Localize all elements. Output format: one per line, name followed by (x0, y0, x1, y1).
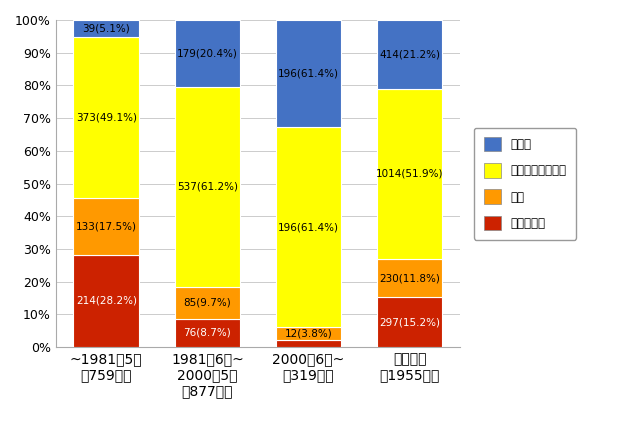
Bar (275, 20, 341, 127)
Text: 196(61.4%): 196(61.4%) (278, 69, 339, 78)
Text: 373(49.1%): 373(49.1%) (76, 112, 137, 122)
Text: 12(3.8%): 12(3.8%) (284, 329, 332, 339)
Bar (174, 87, 240, 287)
Bar (174, 20, 240, 87)
Text: 1014(51.9%): 1014(51.9%) (376, 169, 443, 179)
Text: 85(9.7%): 85(9.7%) (183, 298, 231, 308)
Bar (376, 259, 442, 297)
Bar (73, 255, 139, 347)
Text: 76(8.7%): 76(8.7%) (183, 328, 231, 338)
Text: 414(21.2%): 414(21.2%) (379, 49, 440, 60)
Bar (376, 297, 442, 347)
Text: 179(20.4%): 179(20.4%) (177, 49, 238, 58)
Bar (376, 89, 442, 259)
Bar (73, 198, 139, 255)
Text: 39(5.1%): 39(5.1%) (82, 24, 130, 33)
Text: 133(17.5%): 133(17.5%) (76, 221, 137, 231)
Bar (275, 340, 341, 347)
Legend: 無被害, 軽微・小破・中破, 大破, 倒壊・崩壊: 無被害, 軽微・小破・中破, 大破, 倒壊・崩壊 (474, 128, 576, 239)
Text: 214(28.2%): 214(28.2%) (76, 296, 137, 306)
Bar (174, 319, 240, 347)
Text: 537(61.2%): 537(61.2%) (177, 182, 238, 192)
Bar (73, 37, 139, 198)
Text: 230(11.8%): 230(11.8%) (379, 273, 440, 283)
Text: 196(61.4%): 196(61.4%) (278, 222, 339, 232)
Bar (275, 328, 341, 340)
Bar (174, 287, 240, 319)
Text: 297(15.2%): 297(15.2%) (379, 317, 440, 327)
Bar (376, 20, 442, 89)
Bar (275, 127, 341, 328)
Bar (73, 20, 139, 37)
